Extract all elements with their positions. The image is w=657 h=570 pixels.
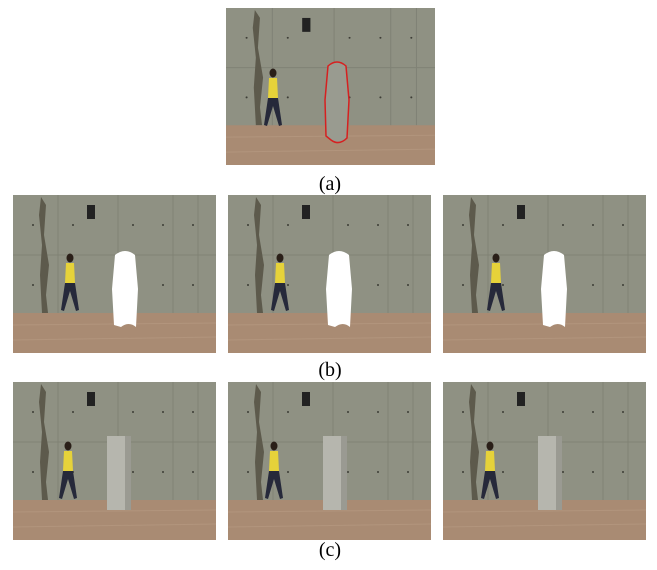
figure: (a) (b) (c) (0, 0, 657, 565)
images-b (13, 195, 646, 353)
caption: (a) (319, 173, 341, 195)
caption: (b) (318, 359, 341, 381)
image-a (226, 8, 435, 165)
caption: (c) (319, 539, 341, 561)
images-c (13, 382, 646, 540)
